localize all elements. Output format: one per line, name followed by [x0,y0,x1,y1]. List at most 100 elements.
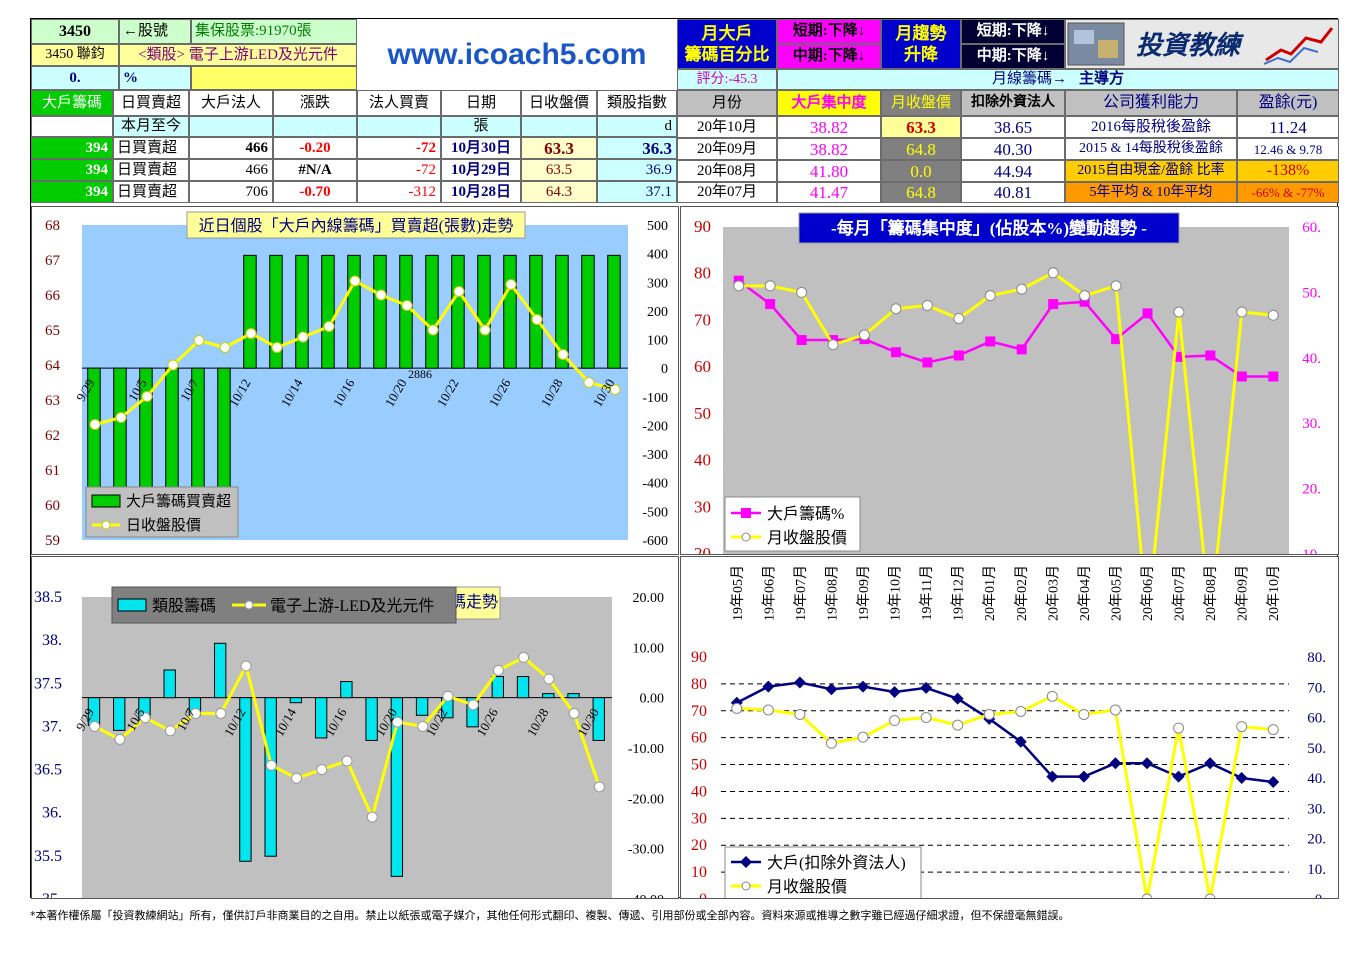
month-close-point [1236,721,1248,733]
sector-index-point [190,707,202,719]
y-tick-right: 60. [1307,711,1326,727]
x-tick-label: 19年09月 [856,565,872,621]
month-close-point [984,290,996,302]
y-tick-right: -20.00 [628,792,664,807]
ex-foreign-point [762,680,775,693]
y-tick-left: 36.5 [34,762,62,779]
y-tick-right: 10. [1307,862,1326,878]
site-url[interactable]: www.icoach5.com [357,19,677,90]
daily-change: -0.70 [273,181,357,203]
y-tick-left: 37.5 [34,675,62,692]
ex-foreign-point [1267,776,1280,789]
report-page: 3450 ←股號 集保股票:91970張 3450 聯鈞 <類股> 電子上游LE… [30,18,1339,899]
unit-blank-4 [357,116,441,137]
month-close-line [738,271,1274,554]
y-tick-left: 35. [42,891,62,898]
month-concentration: 41.80 [777,160,881,182]
y-tick-left: 68 [45,218,60,234]
month-line-label: 月線籌碼→ [991,71,1067,87]
y-tick-right: 30. [1302,416,1321,432]
ex-foreign-point [825,683,838,696]
daily-change: #N/A [273,159,357,181]
concentration-point [765,299,776,310]
concentration-point [1016,344,1027,355]
y-tick-left: 60 [694,357,711,376]
sector-index-point [593,781,605,793]
sector-bar [214,642,227,699]
x-tick-label: 20年08月 [1203,565,1219,621]
legend-label: 大戶籌碼% [767,505,844,523]
sector-index-point [89,720,101,732]
x-tick-label: 19年10月 [888,565,904,621]
y-tick-right: 300 [647,276,668,291]
y-tick-right: 60. [1302,220,1321,236]
y-tick-right: 50. [1302,285,1321,301]
chart-monthly-ex-foreign-svg: 90 80 70 60 50 40 30 20 10 0 80. 70. 60. 50. 40. 30. 20.… [691,565,1326,898]
profit-label-0: 2016每股稅後盈餘 [1065,116,1237,138]
month-close-point [859,329,870,341]
month-label: 20年07月 [677,182,777,203]
close-price-point [271,342,283,353]
y-tick-right: 80. [1307,650,1326,666]
month-trend-line2: 升降 [904,45,938,64]
close-price-point [505,279,517,290]
chips-bar [399,254,413,369]
sector-bar [340,681,353,699]
x-tick-label: 19年08月 [824,565,840,621]
profit-value-0: 11.24 [1237,116,1339,138]
hdr-month-close: 月收盤價 [881,90,961,116]
y-tick-left: 60 [691,730,707,747]
close-price-point [89,419,101,430]
sector-index-point [417,720,429,732]
legend-swatch-point [741,881,751,891]
daily-big-institution: 466 [189,159,273,181]
y-tick-right: 20.00 [633,591,665,606]
sector-bar [264,697,277,857]
y-tick-right: 500 [647,219,668,234]
y-tick-left: 62 [45,428,60,444]
sector-bar [567,693,580,699]
month-close-point [1079,290,1091,302]
legend-label: 月收盤股價 [767,529,847,547]
ex-foreign-point [888,685,901,698]
y-tick-right: -200 [642,419,668,434]
y-tick-left: 63 [45,393,60,409]
y-tick-right: 10. [1302,547,1321,554]
close-price-point [297,331,309,343]
y-tick-left: 67 [45,253,61,269]
close-price-point [167,359,179,371]
big-holder-month-line2: 籌碼百分比 [684,45,770,64]
y-tick-left: 70 [694,310,711,329]
chips-bar [269,254,283,369]
blank-yellow [191,66,357,90]
month-close-point [1047,267,1059,279]
legend-swatch-point [741,508,751,518]
x-tick-label: 20年02月 [1014,565,1030,621]
y-tick-left: 80 [694,264,711,283]
y-tick-left: 20 [691,837,707,854]
x-tick-label: 20年09月 [1235,565,1251,621]
sector-bar [466,697,479,728]
ex-foreign-line [736,681,1274,784]
sector-index-point [543,673,555,685]
ex-foreign-point [1109,757,1122,770]
hdr-month: 月份 [677,90,777,116]
sector-index-point [492,664,504,676]
legend-label: 大戶籌碼買賣超 [126,493,231,510]
close-price-point [557,349,569,360]
y-tick-right: -400 [642,477,668,492]
chips-bar [451,254,465,369]
trend-mid-1: 中期:下降↓ [777,44,881,69]
unit-blank-0 [31,116,113,137]
close-price-point [115,412,127,423]
score: 評分:-45.3 [677,69,777,90]
chips-bar [581,254,595,369]
y-tick-right: -300 [642,448,668,463]
x-tick-label: 19年06月 [761,565,777,621]
chart-monthly-concentration-svg: 90 80 70 60 50 40 30 20 60. 50. 40. 30. 20. 10. -每月「籌碼… [694,212,1321,554]
y-tick-left: 38. [42,632,62,649]
hdr-profitability: 公司獲利能力 [1065,90,1237,116]
y-tick-left: 90 [691,649,707,666]
daily-big-institution: 466 [189,137,273,159]
x-tick-label: 20年07月 [1172,565,1188,621]
